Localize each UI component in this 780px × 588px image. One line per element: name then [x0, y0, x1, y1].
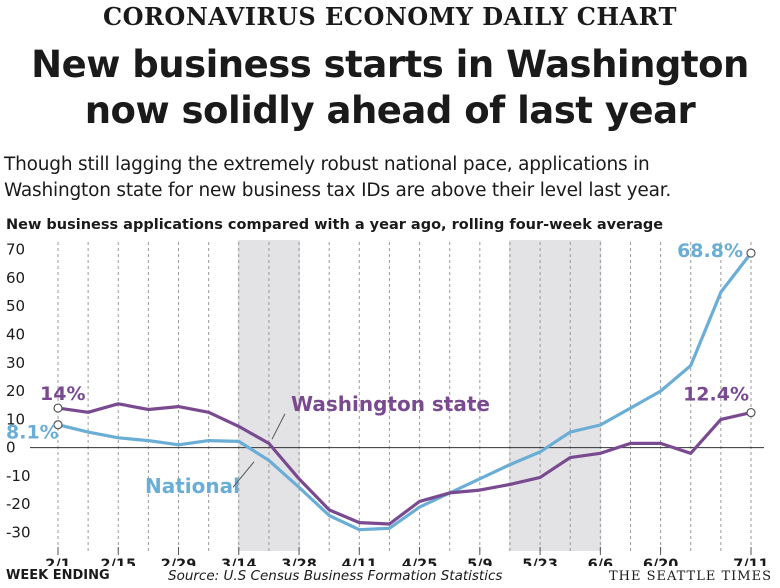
national-end-label: 68.8%: [677, 240, 743, 262]
washington-end-label: 12.4%: [683, 384, 749, 406]
headline-line-1: New business starts in Washington: [31, 43, 749, 86]
source-note: Source: U.S Census Business Formation St…: [168, 568, 503, 584]
endpoint-marker-washington: [53, 403, 63, 413]
x-tick-label: 2/15: [100, 557, 136, 566]
line-chart: 70 60 50 40 30 20 10 0 -10 -20 -30 2/1 2/15 2/29 3/14 3…: [6, 240, 769, 566]
x-tick-label: 2/29: [161, 557, 197, 566]
washington-start-label: 14%: [40, 383, 85, 405]
x-tick-label: 5/9: [467, 557, 492, 566]
y-tick-label: -20: [6, 495, 31, 513]
x-tick-label: 4/11: [342, 557, 378, 566]
y-tick-label: 40: [6, 326, 25, 344]
y-tick-label: -30: [6, 524, 31, 542]
x-tick-label: 7/11: [733, 557, 769, 566]
endpoint-marker-washington: [746, 407, 756, 418]
national-leader-line: [232, 461, 255, 488]
y-tick-label: 30: [6, 354, 25, 372]
y-tick-label: 70: [6, 241, 25, 259]
x-tick-label: 5/23: [522, 557, 558, 566]
washington-series-label: Washington state: [291, 392, 490, 416]
y-tick-label: -10: [6, 467, 31, 485]
endpoint-marker-national: [53, 420, 63, 430]
endpoint-marker-national: [746, 248, 756, 258]
x-tick-label: 2/1: [45, 557, 70, 566]
y-tick-label: 0: [6, 439, 16, 457]
y-tick-label: 60: [6, 269, 25, 287]
x-tick-label: 6/6: [588, 557, 613, 566]
y-tick-label: 20: [6, 382, 25, 400]
kicker: CORONAVIRUS ECONOMY DAILY CHART: [102, 2, 678, 31]
dek-line-1: Though still lagging the extremely robus…: [4, 154, 650, 175]
headline: New business starts in Washington now so…: [0, 42, 780, 134]
week-ending-label: WEEK ENDING: [6, 568, 110, 583]
dek: Though still lagging the extremely robus…: [4, 152, 780, 204]
x-tick-label: 4/25: [402, 557, 438, 566]
chart-title: New business applications compared with …: [6, 217, 664, 233]
x-tick-label: 3/28: [281, 557, 317, 566]
y-tick-label: 50: [6, 297, 25, 315]
shaded-band-2: [508, 240, 602, 551]
washington-leader-line: [271, 413, 286, 440]
publisher-credit: THE SEATTLE TIMES: [608, 569, 772, 584]
series-line-washington: [56, 402, 753, 526]
x-tick-label: 3/14: [221, 557, 257, 566]
series-line-national: [56, 251, 753, 532]
headline-line-2: now solidly ahead of last year: [84, 89, 696, 132]
y-tick-label: 10: [6, 410, 25, 428]
national-series-label: National: [145, 474, 240, 498]
x-tick-label: 6/20: [643, 557, 679, 566]
dek-line-2: Washington state for new business tax ID…: [4, 180, 672, 201]
national-start-label: 8.1%: [6, 422, 59, 444]
